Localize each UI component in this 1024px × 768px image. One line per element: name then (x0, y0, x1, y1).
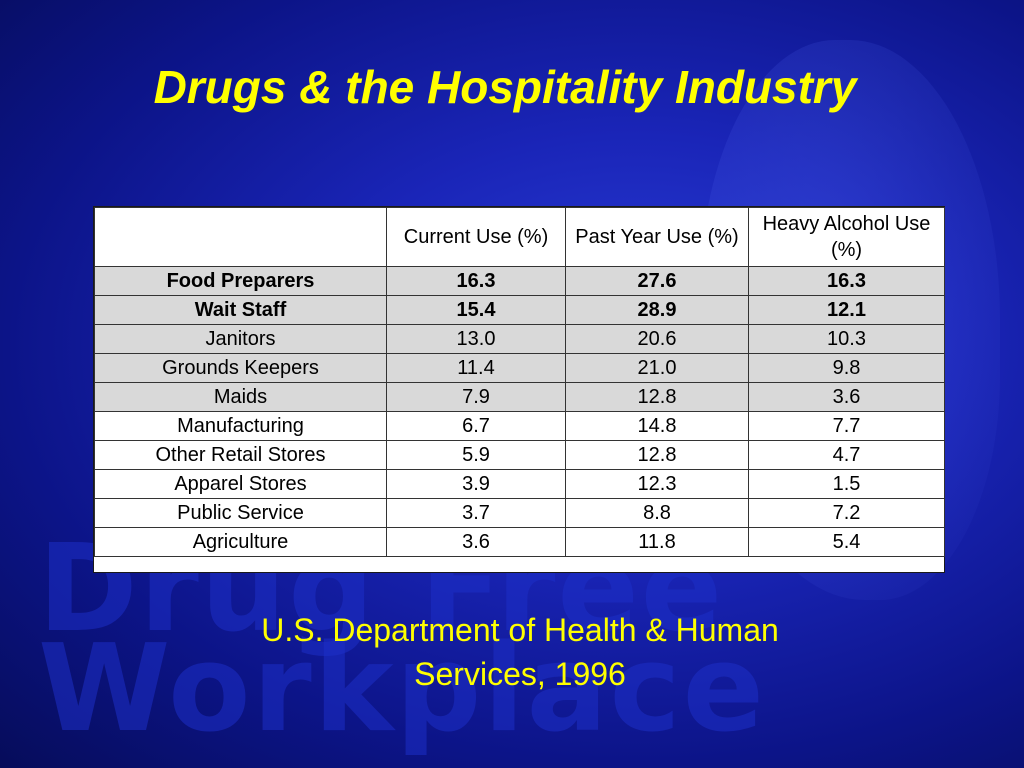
table-cell-value: 3.6 (748, 382, 945, 412)
table-row: Wait Staff 15.4 28.9 12.1 (94, 295, 945, 325)
table-cell-value: 27.6 (565, 266, 749, 296)
table-row: Food Preparers 16.3 27.6 16.3 (94, 266, 945, 296)
table-cell-value: 13.0 (386, 324, 566, 354)
row-label: Food Preparers (94, 266, 387, 296)
column-header-heavy-alcohol-use: Heavy Alcohol Use (%) (748, 207, 945, 267)
row-label: Maids (94, 382, 387, 412)
table-cell-value: 11.4 (386, 353, 566, 383)
table-cell-value: 6.7 (386, 411, 566, 441)
table-cell-value: 7.9 (386, 382, 566, 412)
column-header-current-use: Current Use (%) (386, 207, 566, 267)
row-label: Apparel Stores (94, 469, 387, 499)
row-label: Other Retail Stores (94, 440, 387, 470)
table-cell-value: 7.7 (748, 411, 945, 441)
table-cell-value: 3.7 (386, 498, 566, 528)
table-cell-value: 12.8 (565, 382, 749, 412)
table-cell-value: 4.7 (748, 440, 945, 470)
table-cell-value: 12.3 (565, 469, 749, 499)
table-cell-value: 3.6 (386, 527, 566, 557)
table-cell-value: 5.9 (386, 440, 566, 470)
table-row: Grounds Keepers 11.4 21.0 9.8 (94, 353, 945, 383)
table-row: Agriculture 3.6 11.8 5.4 (94, 527, 945, 557)
table-cell-value: 8.8 (565, 498, 749, 528)
table-cell-value: 20.6 (565, 324, 749, 354)
source-line-1: U.S. Department of Health & Human (261, 612, 779, 648)
table-cell-value: 21.0 (565, 353, 749, 383)
row-label: Grounds Keepers (94, 353, 387, 383)
table-row: Manufacturing 6.7 14.8 7.7 (94, 411, 945, 441)
table-cell-value: 5.4 (748, 527, 945, 557)
table-cell-value: 15.4 (386, 295, 566, 325)
table-cell-value: 16.3 (748, 266, 945, 296)
table-header-row: Current Use (%) Past Year Use (%) Heavy … (94, 207, 945, 267)
row-label: Public Service (94, 498, 387, 528)
table-row: Janitors 13.0 20.6 10.3 (94, 324, 945, 354)
column-header-past-year-use: Past Year Use (%) (565, 207, 749, 267)
table-cell-value: 10.3 (748, 324, 945, 354)
table-row: Other Retail Stores 5.9 12.8 4.7 (94, 440, 945, 470)
table-cell-value: 11.8 (565, 527, 749, 557)
slide-title: Drugs & the Hospitality Industry (153, 61, 857, 113)
table-row: Apparel Stores 3.9 12.3 1.5 (94, 469, 945, 499)
data-table: Current Use (%) Past Year Use (%) Heavy … (93, 206, 945, 573)
watermark-workplace: Workplace (38, 620, 767, 759)
table-cell-value: 16.3 (386, 266, 566, 296)
table-cell-value: 14.8 (565, 411, 749, 441)
table-cell-value: 28.9 (565, 295, 749, 325)
table-row: Maids 7.9 12.8 3.6 (94, 382, 945, 412)
table-cell-value: 12.8 (565, 440, 749, 470)
column-header-label (94, 207, 387, 267)
table-cell-value: 9.8 (748, 353, 945, 383)
source-line-2: Services, 1996 (414, 656, 626, 692)
table-row: Public Service 3.7 8.8 7.2 (94, 498, 945, 528)
table-cell-value: 7.2 (748, 498, 945, 528)
table-cell-value: 12.1 (748, 295, 945, 325)
row-label: Janitors (94, 324, 387, 354)
source-citation: U.S. Department of Health & Human Servic… (160, 608, 880, 696)
table-cell-value: 1.5 (748, 469, 945, 499)
table-cell-value: 3.9 (386, 469, 566, 499)
row-label: Agriculture (94, 527, 387, 557)
row-label: Wait Staff (94, 295, 387, 325)
row-label: Manufacturing (94, 411, 387, 441)
